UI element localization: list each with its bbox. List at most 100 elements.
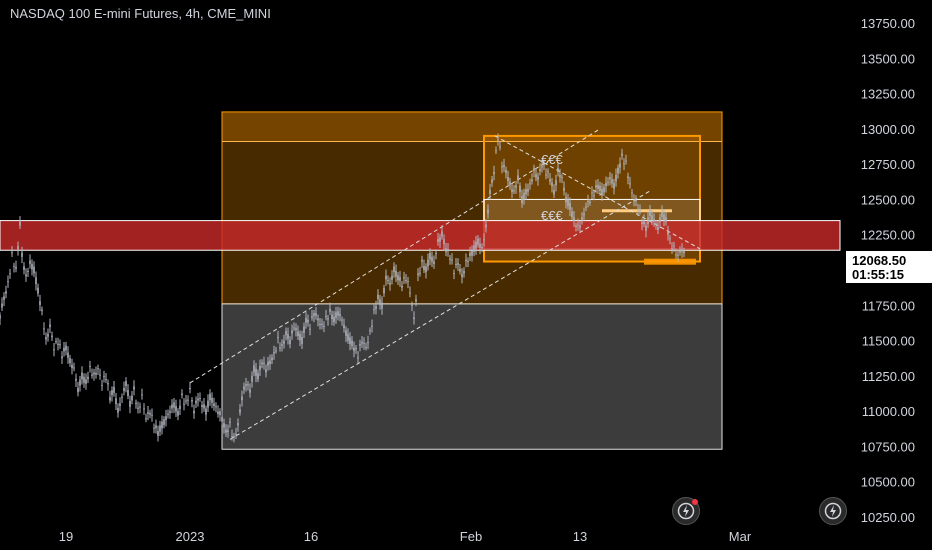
candle-body <box>151 414 153 416</box>
candle-body <box>233 436 235 438</box>
candle-body <box>593 195 595 197</box>
candle-body <box>569 203 571 210</box>
candle-body <box>453 273 455 275</box>
time-tick-label: 2023 <box>176 529 205 544</box>
candle-body <box>119 403 121 406</box>
candle-body <box>45 337 47 340</box>
candle-body <box>395 270 397 277</box>
candle-body <box>95 372 97 375</box>
candle-body <box>15 266 17 269</box>
candle-body <box>245 384 247 386</box>
candle-body <box>501 166 503 168</box>
candle-body <box>433 261 435 264</box>
candle-body <box>195 400 197 404</box>
candle-body <box>49 324 51 328</box>
candle-body <box>303 326 305 333</box>
candle-body <box>563 187 565 191</box>
candle-body <box>371 325 373 327</box>
candle-body <box>57 343 59 345</box>
candle-body <box>345 330 347 336</box>
candle-body <box>423 265 425 270</box>
candle-body <box>517 175 519 180</box>
candle-body <box>227 430 229 433</box>
candle-body <box>565 196 567 203</box>
candle-body <box>51 335 53 338</box>
candle-body <box>295 328 297 331</box>
candle-body <box>351 340 353 346</box>
candle-body <box>179 405 181 409</box>
candle-body <box>337 311 339 316</box>
candle-body <box>115 398 117 405</box>
replay-button-axis[interactable] <box>819 497 847 525</box>
candle-body <box>331 314 333 319</box>
candle-body <box>47 333 49 337</box>
current-price-value: 12068.50 <box>852 253 906 268</box>
candle-body <box>441 231 443 237</box>
candle-body <box>5 291 7 294</box>
candle-body <box>505 169 507 174</box>
candle-body <box>555 180 557 186</box>
candle-body <box>7 281 9 283</box>
candle-body <box>89 365 91 367</box>
candle-body <box>299 333 301 341</box>
candle-body <box>121 396 123 398</box>
candle-body <box>361 341 363 344</box>
candle-body <box>431 256 433 262</box>
channel-line-0 <box>189 128 601 384</box>
price-tick-label: 11000.00 <box>862 404 915 419</box>
price-axis: 13750.00 13500.00 13250.00 13000.00 12750.00… <box>861 16 915 525</box>
lightning-icon <box>824 502 842 520</box>
euro-annotation-top[interactable]: €€€ <box>541 152 563 167</box>
replay-button[interactable] <box>672 497 700 525</box>
candle-body <box>341 319 343 321</box>
candle-body <box>587 201 589 203</box>
candle-body <box>369 330 371 332</box>
candle-body <box>515 185 517 188</box>
candle-body <box>387 279 389 282</box>
time-tick-label: 16 <box>304 529 318 544</box>
candle-body <box>165 416 167 421</box>
candle-body <box>477 238 479 245</box>
notification-dot-icon <box>692 499 698 505</box>
candle-body <box>193 410 195 414</box>
candle-body <box>267 361 269 366</box>
candle-body <box>393 266 395 273</box>
candle-body <box>445 248 447 252</box>
candle-body <box>311 316 313 318</box>
zones <box>0 111 841 450</box>
candle-body <box>191 400 193 402</box>
candle-body <box>671 248 673 250</box>
candle-body <box>239 409 241 413</box>
candle-body <box>83 376 85 383</box>
candle-body <box>449 258 451 260</box>
candle-body <box>429 252 431 260</box>
candle-body <box>153 427 155 429</box>
euro-annotation-mid[interactable]: €€€ <box>541 208 563 223</box>
candle-body <box>375 306 377 309</box>
candle-body <box>279 347 281 349</box>
candle-body <box>93 372 95 375</box>
candle-body <box>167 413 169 415</box>
candle-body <box>243 386 245 390</box>
candle-body <box>577 224 579 226</box>
candle-body <box>87 376 89 380</box>
time-tick-label: Mar <box>729 529 752 544</box>
candle-body <box>73 367 75 369</box>
candle-body <box>81 372 83 380</box>
price-tick-label: 13000.00 <box>861 122 915 137</box>
candle-body <box>327 318 329 320</box>
candle-body <box>275 350 277 352</box>
candle-body <box>349 337 351 344</box>
candle-body <box>185 400 187 402</box>
price-tick-label: 12750.00 <box>861 157 915 172</box>
candle-body <box>215 406 217 408</box>
candle-body <box>53 349 55 351</box>
candle-body <box>105 379 107 381</box>
price-tick-label: 10250.00 <box>861 510 915 525</box>
candle-body <box>223 423 225 428</box>
candle-body <box>467 261 469 263</box>
candle-body <box>529 183 531 185</box>
candle-body <box>143 408 145 410</box>
candle-body <box>285 331 287 336</box>
